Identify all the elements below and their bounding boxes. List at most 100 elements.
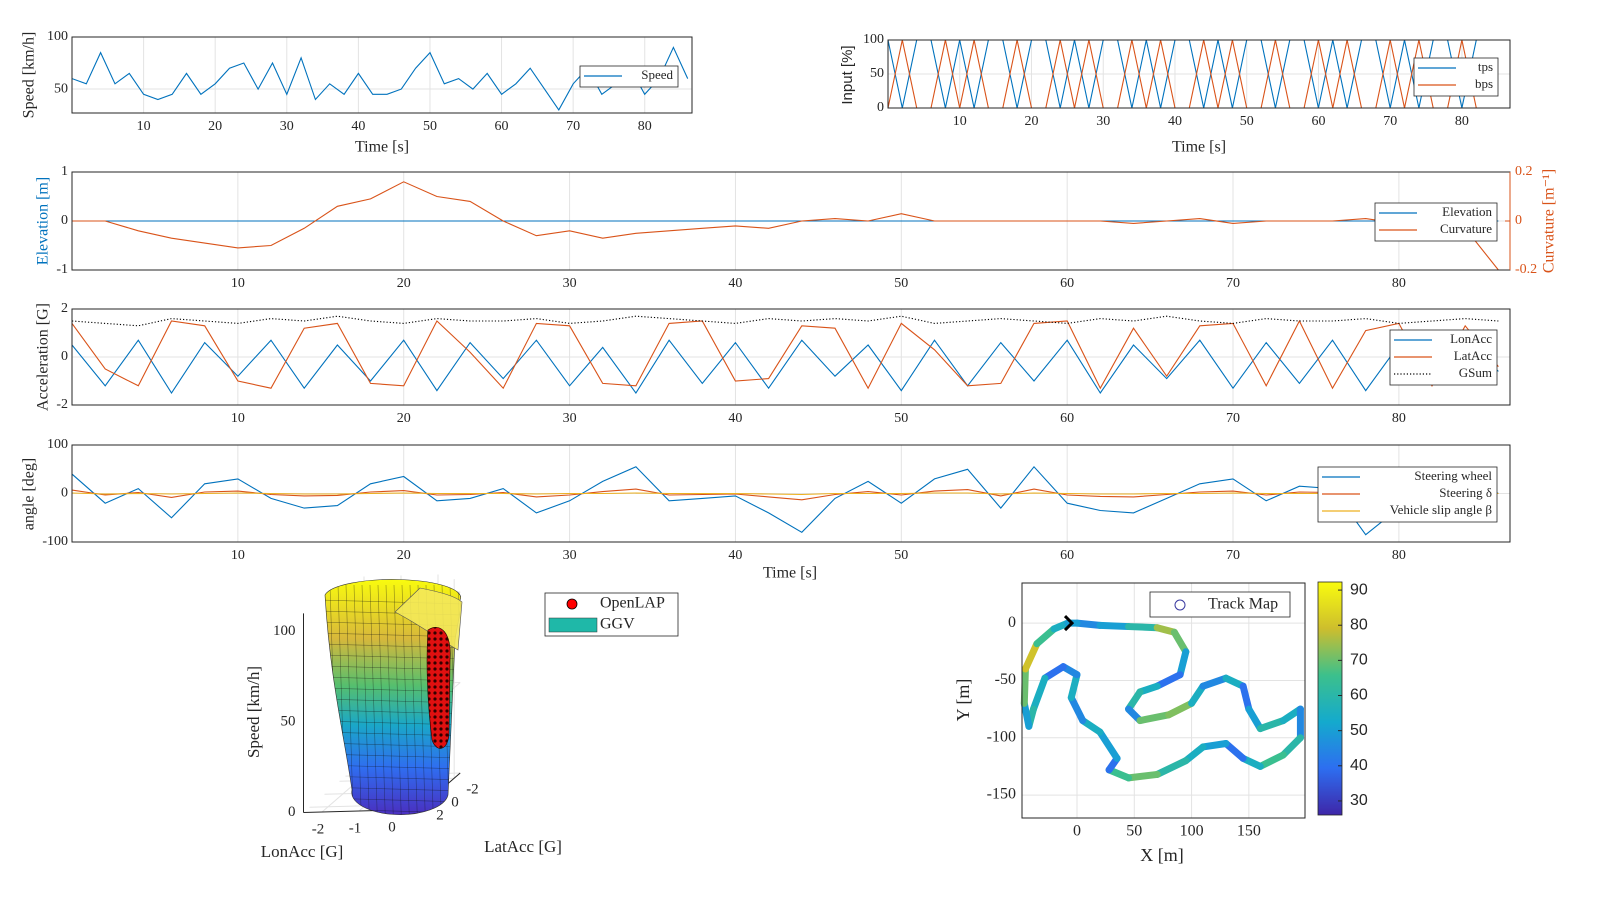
legend-label: Vehicle slip angle β: [1390, 502, 1493, 517]
track-segment: [1096, 621, 1133, 631]
x-tick-label: 70: [1226, 548, 1240, 563]
x-tick-label: 10: [231, 548, 245, 563]
track-segment: [1153, 671, 1184, 690]
track-segment: [1073, 619, 1104, 629]
y2-tick-label: 0: [1515, 213, 1522, 228]
legend-box: [1374, 202, 1498, 242]
colorbar-tick-label: 30: [1350, 792, 1368, 809]
x-tick-label: 10: [231, 276, 245, 291]
legend-label: GSum: [1459, 365, 1492, 380]
x-tick-label: 60: [1311, 114, 1325, 129]
legend-label: bps: [1475, 76, 1493, 91]
mesh-line: [401, 584, 411, 815]
legend-label: LonAcc: [1450, 331, 1492, 346]
legend: Track Map: [1149, 591, 1291, 618]
x-tick-label: 50: [1240, 114, 1254, 129]
z-tick-label: 0: [288, 804, 296, 820]
y2-axis-label: Curvature [m⁻¹]: [1541, 169, 1558, 273]
x-tick-label: 60: [1060, 276, 1074, 291]
x-tick-label: 80: [1392, 411, 1406, 426]
x-axis-label: Time [s]: [763, 565, 817, 582]
x-tick-label: 30: [563, 411, 577, 426]
track-segment: [1067, 671, 1081, 702]
x-tick-label: 30: [280, 119, 294, 134]
z-axis-label: Speed [km/h]: [244, 666, 263, 758]
legend: Speed: [579, 65, 679, 88]
track-segment: [1256, 751, 1287, 770]
x-tick-label: 10: [231, 411, 245, 426]
y-axis-label: Elevation [m]: [35, 177, 52, 265]
x-tick-label: 80: [1392, 276, 1406, 291]
x-axis-label: X [m]: [1140, 845, 1184, 865]
axes-box: [1021, 582, 1306, 819]
y-tick-label: -2: [466, 782, 479, 798]
z-tick-label: 50: [281, 713, 296, 729]
start-arrow: [1063, 615, 1075, 632]
y-axis-label: Speed [km/h]: [21, 32, 38, 119]
y-tick-label: 0: [1008, 614, 1016, 631]
legend-label: LatAcc: [1454, 348, 1492, 363]
x-tick-label: 50: [1126, 823, 1142, 840]
track-segment: [1222, 739, 1247, 762]
legend-box: [579, 65, 679, 88]
track-segment: [1033, 625, 1058, 648]
x-axis-label: Time [s]: [1172, 139, 1226, 156]
line-series: [72, 319, 1499, 390]
y-tick-label: -1: [56, 262, 68, 277]
track-segment: [1125, 770, 1161, 782]
x-tick-label: 80: [638, 119, 652, 134]
colorbar-tick-label: 70: [1350, 652, 1368, 669]
y-axis-label: Y [m]: [953, 679, 973, 722]
x-tick-label: 50: [894, 411, 908, 426]
legend-swatch: [1174, 599, 1186, 611]
mesh-line: [393, 584, 403, 815]
legend-label: OpenLAP: [600, 595, 665, 612]
track-segment: [1279, 734, 1304, 759]
colorbar-tick-label: 80: [1350, 616, 1368, 633]
legend: LonAcc LatAcc GSum: [1389, 329, 1498, 386]
legend-swatch: [548, 617, 598, 633]
line-series: [888, 40, 1505, 108]
legend-box: [1149, 591, 1291, 618]
x-tick-label: 40: [728, 276, 742, 291]
legend-box: [1413, 57, 1499, 97]
colorbar: [1317, 581, 1343, 816]
mesh-line: [385, 584, 395, 815]
track-segment: [1136, 711, 1173, 725]
track-segment: [1096, 728, 1121, 762]
mesh-line: [353, 584, 363, 815]
line-series: [72, 339, 1499, 395]
track-segment: [1182, 743, 1207, 765]
y-tick-label: 50: [54, 81, 68, 96]
axes-box: [71, 308, 1511, 406]
x-tick-label: 100: [1180, 823, 1204, 840]
x-tick-label: 60: [495, 119, 509, 134]
x-tick-label: 70: [1226, 276, 1240, 291]
legend-label: Elevation: [1442, 204, 1492, 219]
line-series: [72, 488, 1499, 501]
x-tick-label: 150: [1237, 823, 1261, 840]
y-tick-label: -50: [995, 671, 1016, 688]
z-tick-label: 100: [273, 623, 296, 639]
y-axis-label: LatAcc [G]: [484, 837, 562, 856]
y-axis-label: Acceleration [G]: [35, 303, 52, 411]
y-tick-label: 100: [863, 32, 884, 47]
mesh-line: [417, 584, 427, 815]
x-axis-label: LonAcc [G]: [261, 842, 344, 861]
legend-label: Track Map: [1208, 596, 1278, 613]
y-tick-label: 0: [877, 100, 884, 115]
x-tick-label: 80: [1392, 548, 1406, 563]
legend: Steering wheel Steering δ Vehicle slip ang…: [1317, 466, 1498, 523]
y-tick-label: 0: [451, 795, 459, 811]
x-tick-label: 70: [566, 119, 580, 134]
x-tick-label: 0: [1073, 823, 1081, 840]
y-axis-label: Input [%]: [839, 45, 856, 104]
x-tick-label: 70: [1383, 114, 1397, 129]
axes-box: [887, 39, 1511, 109]
line-series: [72, 181, 1499, 270]
x-tick-label: 20: [397, 411, 411, 426]
x-tick-label: 70: [1226, 411, 1240, 426]
legend: Elevation Curvature: [1374, 202, 1498, 242]
x-tick-label: 50: [423, 119, 437, 134]
